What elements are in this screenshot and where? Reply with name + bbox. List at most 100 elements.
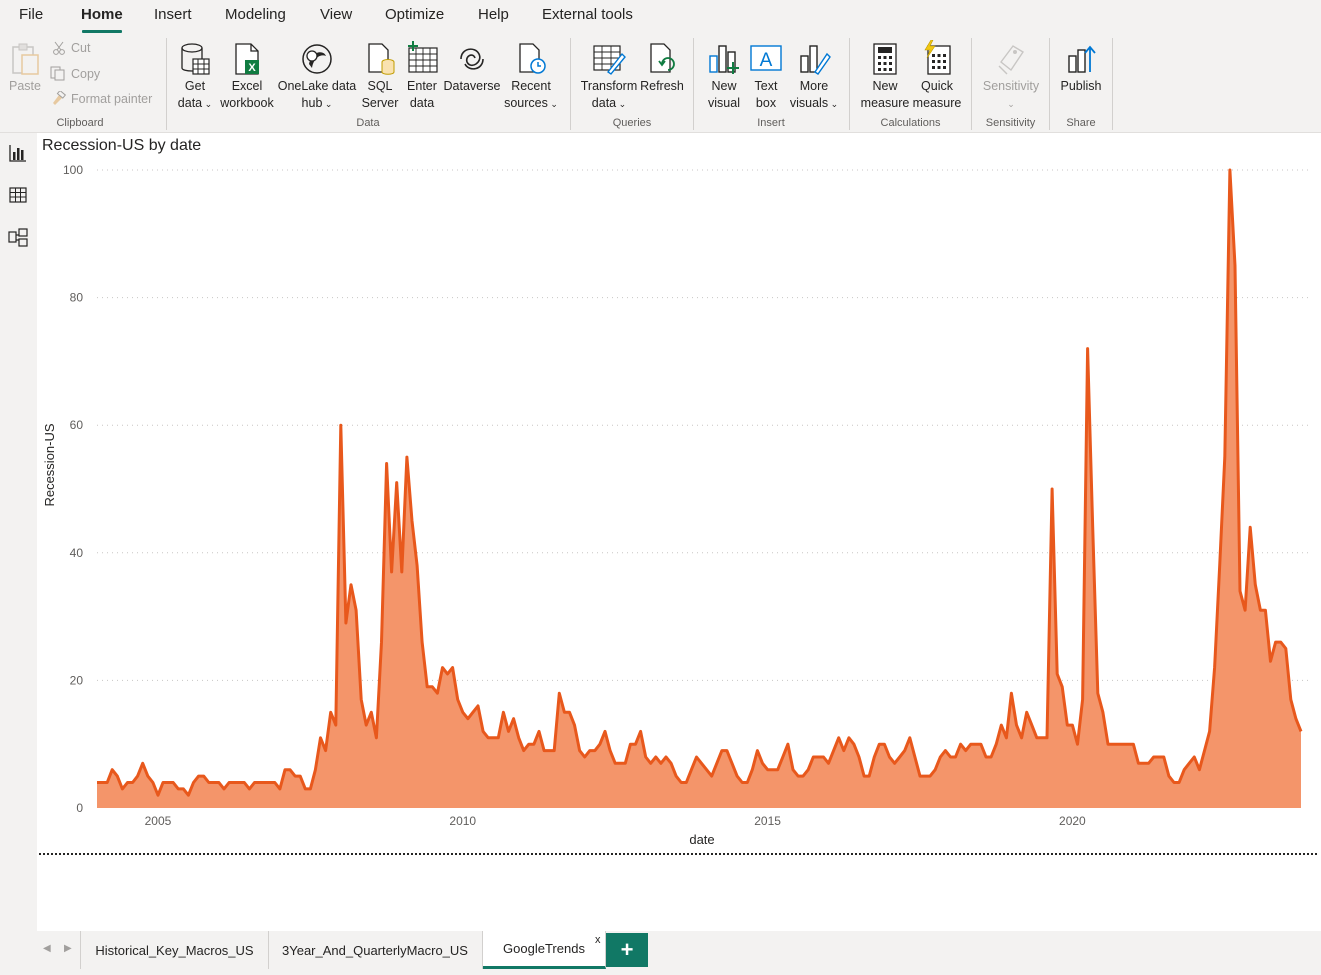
add-page-button[interactable]: + — [606, 933, 648, 967]
visual-title: Recession-US by date — [42, 137, 202, 154]
close-tab-icon[interactable]: x — [595, 934, 601, 946]
tab-3year-and-quarterly-macro-us[interactable]: 3Year_And_QuarterlyMacro_US — [268, 931, 483, 969]
copy-button[interactable]: Copy — [50, 66, 100, 81]
queries-group-label: Queries — [612, 117, 652, 129]
chevron-down-icon: ⌄ — [547, 99, 558, 109]
excel-label-1: Excel — [231, 79, 263, 93]
quick-measure-label-2: measure — [912, 96, 962, 110]
x-tick-label: 2015 — [754, 814, 781, 828]
report-view-icon[interactable] — [8, 143, 28, 163]
cut-label: Cut — [71, 41, 91, 55]
format-painter-button[interactable]: Format painter — [50, 91, 152, 106]
sensitivity-group-label: Sensitivity — [985, 117, 1036, 129]
y-tick-label: 60 — [70, 418, 84, 432]
sql-server-button[interactable]: SQL Server — [358, 42, 402, 112]
group-separator — [1049, 38, 1050, 130]
menu-view[interactable]: View — [320, 6, 353, 23]
svg-text:X: X — [248, 62, 256, 74]
insert-group-label: Insert — [757, 117, 785, 129]
previous-page-icon[interactable]: ◀ — [43, 943, 51, 954]
menu-bar: File Home Insert Modeling View Optimize … — [0, 0, 1321, 34]
text-box-label-1: Text — [754, 79, 778, 93]
get-data-label-1: Get — [184, 79, 206, 93]
x-axis-ticks: 2005 2010 2015 2020 — [145, 814, 1086, 828]
recent-sources-icon — [519, 43, 546, 74]
group-separator — [570, 38, 571, 130]
sql-label-2: Server — [361, 96, 399, 110]
text-box-button[interactable]: A Text box — [746, 42, 786, 112]
y-axis-ticks: 0 20 40 60 80 100 — [63, 163, 83, 815]
group-separator — [849, 38, 850, 130]
new-visual-button[interactable]: New visual — [703, 42, 745, 112]
menu-help[interactable]: Help — [478, 6, 509, 23]
database-table-icon — [181, 43, 210, 75]
tab-historical-key-macros-us[interactable]: Historical_Key_Macros_US — [80, 931, 269, 969]
active-menu-indicator — [82, 30, 122, 33]
tab-google-trends[interactable]: GoogleTrends — [483, 931, 606, 969]
next-page-icon[interactable]: ▶ — [64, 943, 72, 954]
recent-label-1: Recent — [511, 79, 551, 93]
enter-data-button[interactable]: Enter data — [402, 40, 442, 112]
page-boundary-line — [39, 853, 1317, 855]
series-line[interactable] — [97, 168, 1303, 797]
area-chart[interactable]: 0 20 40 60 80 100 2005 2010 2015 2020 Recession-… — [37, 155, 1321, 855]
table-view-icon[interactable] — [8, 185, 28, 205]
page-tab-bar: ◀ ▶ Historical_Key_Macros_US 3Year_And_Q… — [0, 931, 1321, 975]
menu-optimize[interactable]: Optimize — [385, 6, 445, 23]
sql-server-icon — [368, 43, 395, 75]
transform-data-icon — [593, 45, 626, 75]
get-data-button[interactable]: Get data ⌄ — [172, 42, 218, 113]
enter-data-label-2: data — [409, 96, 435, 110]
new-measure-button[interactable]: New measure — [858, 42, 912, 112]
onelake-label-2: hub — [301, 96, 323, 110]
quick-measure-button[interactable]: Quick measure — [912, 40, 962, 112]
menu-file[interactable]: File — [19, 6, 44, 23]
excel-workbook-button[interactable]: X Excel workbook — [218, 42, 276, 112]
new-visual-icon — [709, 45, 739, 74]
cut-button[interactable]: Cut — [52, 41, 90, 55]
plus-icon: + — [620, 937, 634, 962]
publish-button[interactable]: Publish — [1056, 42, 1106, 95]
dataverse-icon — [460, 48, 484, 70]
data-group-label: Data — [356, 117, 380, 129]
dataverse-button[interactable]: Dataverse — [443, 42, 501, 95]
sensitivity-label-icon — [998, 45, 1024, 75]
more-visuals-label-2: visuals — [789, 96, 829, 110]
scissors-icon — [53, 41, 65, 55]
more-visuals-button[interactable]: More visuals ⌄ — [788, 42, 840, 113]
menu-modeling[interactable]: Modeling — [225, 6, 286, 23]
x-tick-label: 2005 — [145, 814, 172, 828]
x-axis-title: date — [689, 832, 714, 847]
transform-data-button[interactable]: Transform data ⌄ — [578, 42, 640, 113]
onelake-data-hub-button[interactable]: OneLake data hub ⌄ — [277, 42, 357, 113]
menu-home[interactable]: Home — [81, 6, 123, 23]
transform-label-1: Transform — [580, 79, 638, 93]
copy-icon — [50, 66, 65, 81]
paste-button[interactable]: Paste — [6, 42, 44, 95]
menu-insert[interactable]: Insert — [154, 6, 192, 23]
format-painter-icon — [53, 91, 66, 105]
paste-icon — [12, 43, 39, 75]
view-switcher-rail — [0, 133, 37, 931]
onelake-label-1: OneLake data — [277, 79, 357, 93]
onelake-icon — [302, 44, 332, 74]
menu-external-tools[interactable]: External tools — [542, 6, 633, 23]
svg-text:A: A — [760, 50, 773, 71]
refresh-button[interactable]: Refresh — [640, 42, 684, 95]
series-area — [97, 170, 1301, 808]
recent-sources-button[interactable]: Recent sources ⌄ — [502, 42, 560, 113]
tab-label: 3Year_And_QuarterlyMacro_US — [282, 942, 468, 958]
x-tick-label: 2020 — [1059, 814, 1086, 828]
model-view-icon[interactable] — [8, 227, 28, 247]
ribbon: Paste Cut Copy Format painter Clipboard … — [0, 34, 1321, 133]
x-tick-label: 2010 — [449, 814, 476, 828]
new-measure-label-1: New — [872, 79, 898, 93]
y-tick-label: 80 — [70, 291, 84, 305]
sensitivity-button[interactable]: Sensitivity ⌄ — [978, 42, 1044, 113]
chevron-down-icon: ⌄ — [202, 99, 213, 109]
refresh-label: Refresh — [640, 79, 684, 93]
chevron-down-icon: ⌄ — [616, 99, 627, 109]
group-separator — [166, 38, 167, 130]
text-box-icon: A — [750, 45, 782, 71]
enter-data-label-1: Enter — [407, 79, 437, 93]
